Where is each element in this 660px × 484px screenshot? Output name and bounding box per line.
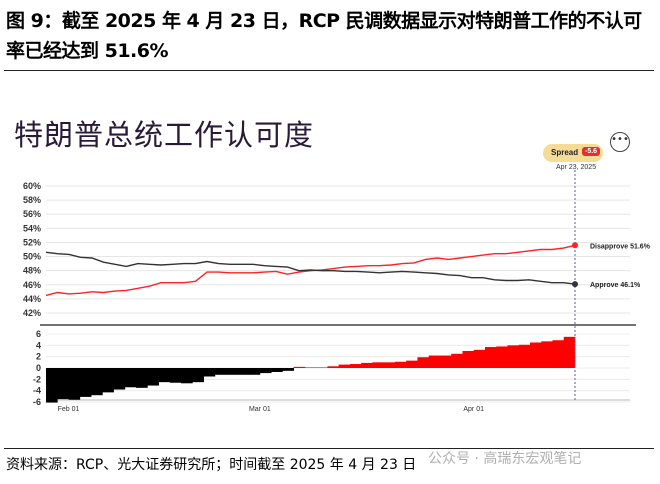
spread-bar [563, 336, 576, 368]
y-tick-label: 44% [23, 294, 41, 304]
spread-bar [507, 345, 520, 368]
y-tick-label: 56% [23, 209, 41, 219]
watermark: 公众号 · 高瑞东宏观笔记 [428, 451, 582, 467]
spread-bar [181, 368, 193, 384]
disapprove-end-label: Disapprove 51.6% [590, 243, 651, 250]
y-tick-label: 46% [23, 280, 41, 290]
y-tick-label: 60% [23, 181, 41, 191]
spread-bar [214, 368, 227, 375]
spread-bar [394, 361, 407, 368]
approve-line [45, 251, 576, 285]
y-tick-label: 0 [36, 363, 41, 373]
disapprove-end-point [572, 242, 578, 249]
spread-bar [192, 368, 204, 383]
x-tick-label: Mar 01 [249, 406, 271, 413]
y-tick-label: 52% [23, 237, 41, 247]
y-tick-label: 4 [36, 340, 41, 350]
spread-bar [203, 368, 216, 377]
spread-bar [293, 366, 306, 368]
spread-bar [383, 362, 396, 368]
spread-bar [541, 341, 553, 368]
spread-bar [158, 368, 171, 383]
approve-end-point [572, 281, 578, 288]
spread-bar [68, 368, 81, 400]
spread-bar [417, 357, 430, 368]
spread-bar [462, 351, 475, 368]
y-tick-label: 42% [23, 308, 41, 318]
spread-bar [451, 353, 463, 368]
chart-title: 特朗普总统工作认可度 [14, 118, 315, 152]
spread-bar [439, 355, 452, 368]
spread-label: Spread [551, 148, 579, 157]
spread-bar [327, 366, 340, 368]
spread-bar [406, 360, 418, 368]
spread-bar [304, 367, 317, 368]
spread-bar [136, 368, 148, 388]
y-tick-label: -4 [33, 386, 41, 396]
spread-bar [552, 340, 565, 368]
spread-badge: Spread -5.6 [543, 144, 603, 162]
spread-bar [518, 344, 531, 368]
figure-title: 图 9：截至 2025 年 4 月 23 日，RCP 民调数据显示对特朗普工作的… [6, 10, 642, 62]
spread-bar [91, 368, 103, 396]
y-tick-label: 2 [36, 352, 41, 362]
approve-end-label: Approve 46.1% [590, 282, 641, 289]
y-tick-label: -6 [33, 397, 41, 407]
spread-bar [248, 368, 261, 375]
spread-date: Apr 23, 2025 [556, 164, 597, 171]
spread-bar [271, 368, 283, 372]
spread-bar [372, 362, 385, 368]
spread-bar [169, 368, 182, 383]
x-tick-label: Feb 01 [58, 406, 80, 413]
spread-bar [473, 349, 486, 368]
y-tick-label: 50% [23, 252, 41, 262]
y-tick-label: -2 [33, 374, 41, 384]
y-tick-label: 58% [23, 195, 41, 205]
spread-bar [496, 346, 508, 368]
bottom-rule [4, 448, 654, 449]
spread-bar [428, 355, 441, 368]
spread-bar [282, 368, 295, 371]
spread-bar [124, 368, 137, 388]
spread-bar [79, 368, 92, 397]
spread-bar [113, 368, 126, 390]
spread-bar [529, 342, 542, 368]
more-dots-icon[interactable]: ••• [610, 132, 630, 152]
spread-bar [484, 347, 497, 368]
spread-bar [259, 368, 272, 374]
spread-bar [361, 362, 373, 368]
spread-bar [349, 364, 362, 368]
spread-value: -5.6 [582, 147, 601, 156]
y-tick-label: 6 [36, 329, 41, 339]
spread-bar [338, 364, 351, 368]
spread-bar [57, 368, 69, 400]
spread-bar [226, 368, 238, 375]
x-tick-label: Apr 01 [463, 406, 484, 413]
top-rule [4, 70, 654, 71]
y-tick-label: 54% [23, 223, 41, 233]
y-tick-label: 48% [23, 266, 41, 276]
spread-bar [316, 367, 328, 368]
spread-bar [46, 368, 58, 403]
source-note: 资料来源：RCP、光大证券研究所；时间截至 2025 年 4 月 23 日 [6, 457, 417, 473]
spread-bar [237, 368, 249, 375]
spread-bar [147, 368, 159, 386]
spread-bar [102, 368, 114, 393]
